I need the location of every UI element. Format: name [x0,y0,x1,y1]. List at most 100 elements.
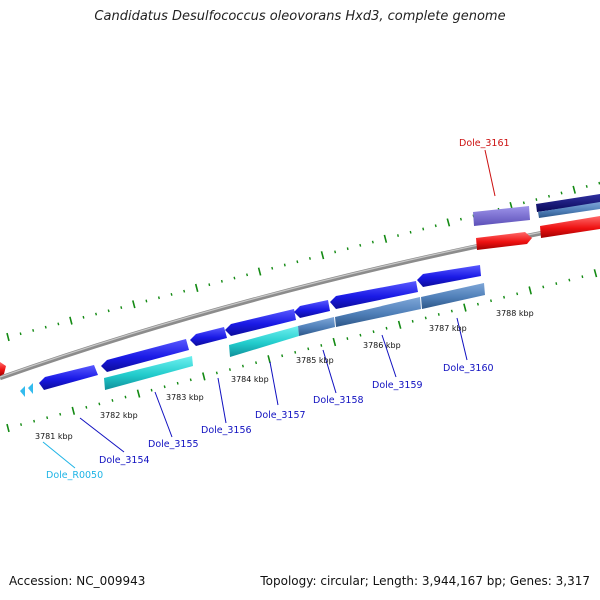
scale-tick-outer [145,299,148,303]
leader-line-3155 [154,391,173,438]
scale-tick-outer [194,283,199,292]
scale-tick-inner [332,337,337,347]
scale-tick-inner [111,399,114,402]
scale-label: 3786 kbp [363,341,401,350]
gene-steel-lower-2[interactable] [335,297,421,327]
scale-tick-inner [397,320,402,329]
scale-tick-outer [334,250,337,254]
scale-tick-outer [220,279,223,283]
scale-tick-outer [560,191,563,195]
scale-tick-inner [150,388,153,392]
scale-labels: 3781 kbp 3782 kbp 3783 kbp 3784 kbp 3785… [35,309,534,441]
gene-cyan-lower-2[interactable] [229,326,299,357]
gene-label-3159[interactable]: Dole_3159 [372,380,423,391]
scale-tick-inner [241,364,244,368]
scale-label: 3782 kbp [100,411,138,420]
scale-tick-inner [46,416,49,420]
scale-tick-outer [271,266,274,270]
scale-tick-inner [359,333,362,337]
scale-tick-outer [170,293,173,296]
scale-tick-outer [572,185,576,194]
scale-tick-outer [44,325,47,329]
scale-tick-inner [202,372,206,381]
accession-text: Accession: NC_009943 [9,574,146,588]
gene-3161-feature[interactable] [473,206,530,226]
gene-steel-lower-1[interactable] [298,317,335,336]
scale-tick-inner [307,347,310,351]
scale-label: 3787 kbp [429,324,467,333]
scale-label: 3784 kbp [231,375,269,384]
gene-3154-feature[interactable] [39,365,98,390]
scale-tick-outer [57,322,60,326]
scale-tick-inner [555,282,558,285]
gene-3155-feature[interactable] [101,339,189,372]
scale-tick-outer [585,185,588,188]
scale-tick-inner [385,326,388,330]
gene-red-left-edge[interactable] [0,362,6,376]
scale-tick-inner [281,354,284,358]
gene-label-3158[interactable]: Dole_3158 [313,395,364,406]
gene-steel-top[interactable] [538,202,600,218]
gene-3159-feature[interactable] [330,281,418,309]
gene-3158-feature[interactable] [294,300,330,318]
scale-tick-inner [20,423,23,426]
scale-tick-outer [548,194,550,198]
gene-R0050-feature-a[interactable] [20,386,25,397]
leader-line-3158 [322,349,337,394]
scale-tick-inner [437,313,440,316]
scale-tick-outer [320,251,325,260]
scale-tick-outer [6,332,10,342]
gene-3156-feature[interactable] [190,327,227,346]
scale-tick-outer [257,267,262,276]
gene-3157-feature[interactable] [225,309,296,336]
scale-tick-inner [189,378,192,382]
scale-tick-inner [581,275,584,279]
scale-tick-outer [522,201,525,205]
scale-tick-inner [294,350,297,354]
gene-label-3156[interactable]: Dole_3156 [201,425,252,436]
gene-label-3157[interactable]: Dole_3157 [255,410,306,421]
scale-tick-inner [411,319,414,323]
map-title: Candidatus Desulfococcus oleovorans Hxd3… [94,9,506,24]
scale-tick-outer [346,247,349,251]
scale-tick-inner [176,381,179,385]
leader-line-3159 [381,334,397,378]
scale-tick-outer [296,260,299,264]
leader-line-3160 [456,317,468,361]
scale-tick-inner [228,368,231,371]
gene-label-R0050[interactable]: Dole_R0050 [46,470,103,481]
gene-cyan-lower-1[interactable] [104,356,193,390]
scale-tick-inner [59,412,62,416]
gene-label-3155[interactable]: Dole_3155 [148,439,199,450]
scale-label: 3781 kbp [35,432,73,441]
scale-tick-outer [208,283,211,287]
scale-tick-outer [120,306,123,309]
leader-line-3154 [79,417,125,453]
scale-tick-inner [503,295,506,299]
topology-text: Topology: circular; Length: 3,944,167 bp… [260,574,590,588]
gene-label-3160[interactable]: Dole_3160 [443,363,494,374]
gene-red-upper-right[interactable] [540,216,600,238]
scale-tick-inner [163,385,166,389]
scale-label: 3785 kbp [296,356,334,365]
scale-tick-outer [69,316,73,325]
gene-red-upper[interactable] [476,232,532,250]
gene-3160-feature[interactable] [417,265,481,287]
gene-label-3154[interactable]: Dole_3154 [99,455,150,466]
scale-tick-inner [6,423,10,433]
scale-tick-outer [409,230,412,234]
gene-labels: Dole_R0050 Dole_3154 Dole_3155 Dole_3156… [46,138,510,481]
scale-tick-outer [246,273,249,277]
gene-label-3161[interactable]: Dole_3161 [459,138,510,149]
scale-tick-outer [446,218,451,227]
scale-tick-outer [359,243,362,247]
gene-R0050-feature-b[interactable] [28,383,33,394]
scale-tick-inner [255,361,258,365]
scale-tick-inner [215,371,218,375]
scale-tick-inner [528,286,532,295]
gene-navy-top[interactable] [536,194,600,212]
gene-steel-lower-3[interactable] [421,283,485,309]
scale-ticks-inner [6,269,598,433]
leader-line-3156 [217,377,227,424]
